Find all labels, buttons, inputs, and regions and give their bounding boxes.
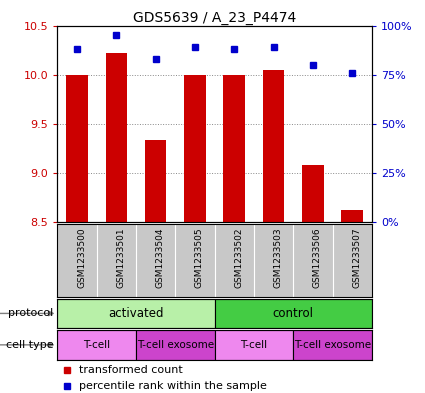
- Bar: [57, 299, 215, 328]
- Bar: [184, 75, 206, 222]
- Bar: [136, 330, 215, 360]
- Text: transformed count: transformed count: [79, 365, 183, 375]
- Bar: [224, 75, 245, 222]
- Title: GDS5639 / A_23_P4474: GDS5639 / A_23_P4474: [133, 11, 296, 24]
- Bar: [263, 70, 284, 222]
- Text: GSM1233500: GSM1233500: [77, 228, 86, 288]
- Text: GSM1233507: GSM1233507: [352, 228, 361, 288]
- Bar: [66, 75, 88, 222]
- Text: GSM1233501: GSM1233501: [116, 228, 125, 288]
- Text: T-cell exosome: T-cell exosome: [137, 340, 214, 350]
- Text: GSM1233502: GSM1233502: [234, 228, 243, 288]
- Bar: [215, 330, 293, 360]
- Bar: [145, 140, 167, 222]
- Text: T-cell exosome: T-cell exosome: [294, 340, 371, 350]
- Text: protocol: protocol: [8, 309, 53, 318]
- Text: GSM1233503: GSM1233503: [274, 228, 283, 288]
- Text: GSM1233505: GSM1233505: [195, 228, 204, 288]
- Text: percentile rank within the sample: percentile rank within the sample: [79, 381, 267, 391]
- Bar: [341, 210, 363, 222]
- Text: T-cell: T-cell: [241, 340, 267, 350]
- Text: T-cell: T-cell: [83, 340, 110, 350]
- Bar: [105, 53, 127, 222]
- Bar: [215, 299, 372, 328]
- Text: cell type: cell type: [6, 340, 53, 350]
- Text: GSM1233506: GSM1233506: [313, 228, 322, 288]
- Text: control: control: [273, 307, 314, 320]
- Bar: [302, 165, 324, 222]
- Text: GSM1233504: GSM1233504: [156, 228, 164, 288]
- Bar: [57, 330, 136, 360]
- Text: activated: activated: [108, 307, 164, 320]
- Bar: [293, 330, 372, 360]
